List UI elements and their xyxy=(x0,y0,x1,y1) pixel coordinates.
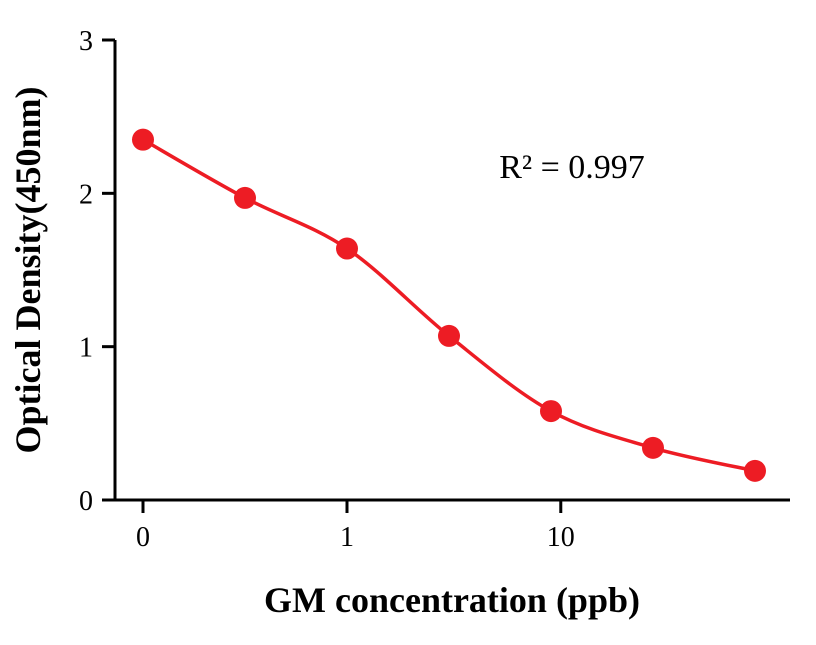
x-tick-label: 10 xyxy=(547,522,575,553)
y-tick-label: 2 xyxy=(79,179,93,210)
data-point xyxy=(132,128,154,151)
data-point xyxy=(336,237,358,260)
y-tick-label: 0 xyxy=(79,486,93,517)
y-axis-label: Optical Density(450nm) xyxy=(8,87,48,454)
x-tick-label: 0 xyxy=(136,522,150,553)
plot-area: 0 1 2 3 0 1 10 xyxy=(79,26,790,553)
y-tick-label: 3 xyxy=(79,26,93,57)
r-squared-annotation: R² = 0.997 xyxy=(499,149,645,186)
data-point xyxy=(234,186,256,209)
fit-curve xyxy=(142,138,756,473)
data-point xyxy=(438,324,460,347)
x-tick-label: 1 xyxy=(340,522,354,553)
x-axis-label: GM concentration (ppb) xyxy=(264,580,640,620)
data-point xyxy=(540,400,562,423)
y-tick-label: 1 xyxy=(79,333,93,364)
data-point xyxy=(642,436,664,459)
data-point xyxy=(744,459,766,482)
